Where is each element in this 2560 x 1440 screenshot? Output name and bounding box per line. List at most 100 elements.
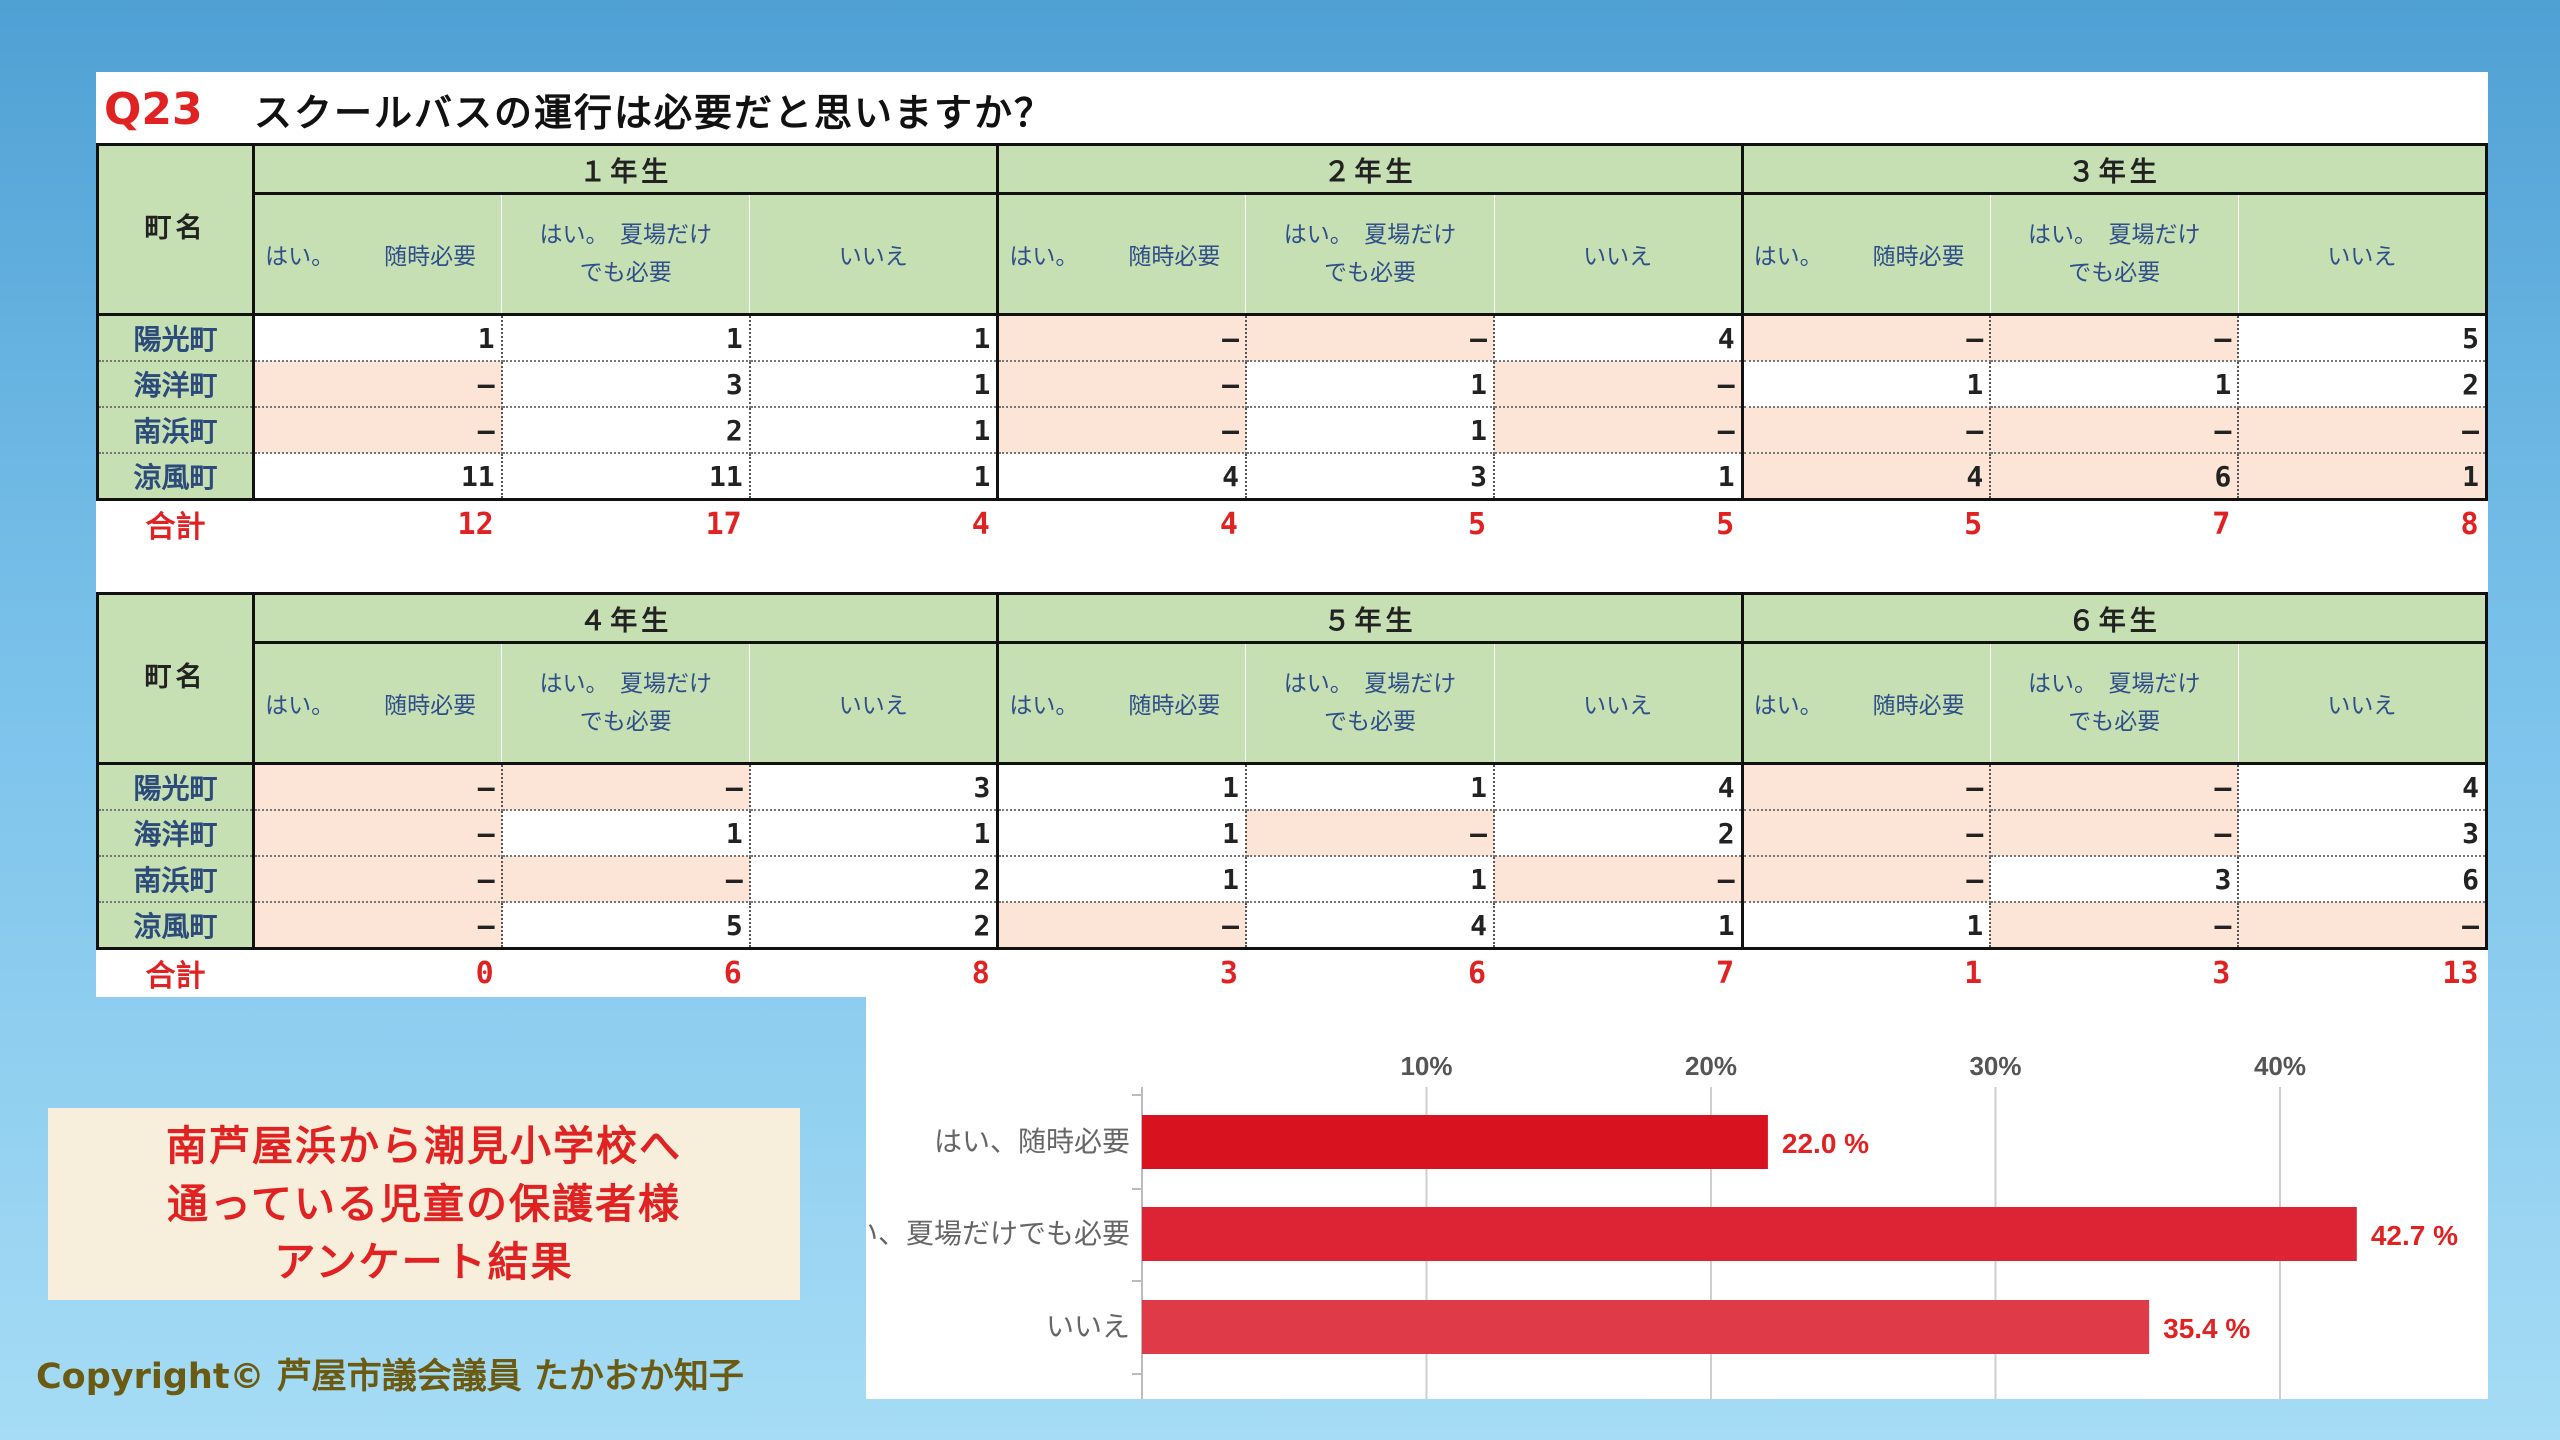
- count-cell: 1: [253, 314, 503, 362]
- total-value: 6: [1467, 955, 1487, 991]
- option-label: 随時必要: [1872, 693, 1965, 719]
- count-cell: 1: [1245, 763, 1496, 811]
- option-header-yes-anytime: はい。 随時必要: [252, 642, 503, 765]
- grade-header: ４年生: [252, 592, 1000, 644]
- total-value: 6: [723, 955, 742, 991]
- total-value: 0: [475, 955, 494, 991]
- option-label: はい。: [1753, 244, 1823, 270]
- count-cell: 11: [501, 453, 751, 501]
- count-cell: 3: [749, 763, 1000, 811]
- table-row: 涼風町 11 11 1 4 3 1 4 6 1: [95, 453, 2489, 501]
- count-cell: 1: [1742, 902, 1992, 950]
- table-row: 涼風町 —5 2—4 1 1— —: [95, 902, 2489, 950]
- option-label: はい。: [1009, 244, 1079, 270]
- option-label: でも必要: [579, 260, 672, 286]
- option-header-yes-summer: はい。 夏場だけ でも必要: [501, 193, 751, 316]
- count-cell: —: [501, 856, 751, 903]
- count-cell: 2: [2238, 361, 2489, 408]
- option-label: 随時必要: [1128, 244, 1221, 270]
- count-cell: 1: [1245, 407, 1496, 454]
- count-cell: —: [1245, 314, 1496, 362]
- total-value: 3: [1219, 955, 1238, 991]
- count-cell: 1: [2238, 453, 2489, 501]
- town-name: 南浜町: [95, 856, 256, 903]
- town-name: 陽光町: [95, 314, 256, 362]
- count-cell: 1: [997, 810, 1247, 857]
- count-cell: 4: [997, 453, 1247, 501]
- table-row: 南浜町 — —2 1 1— —3 6: [95, 856, 2489, 903]
- count-cell: 3: [501, 361, 751, 408]
- table-row: 陽光町 — —3 1 1 4— —4: [95, 763, 2489, 811]
- count-cell: —: [253, 902, 503, 950]
- question-text: スクールバスの運行は必要だと思いますか？: [254, 90, 1055, 135]
- total-value: 7: [2212, 506, 2231, 542]
- option-header-yes-anytime: はい。 随時必要: [996, 193, 1247, 316]
- caption-line: アンケート結果: [274, 1238, 574, 1286]
- total-value: 17: [705, 506, 742, 542]
- option-header-yes-anytime: はい。 随時必要: [1740, 642, 1991, 765]
- count-cell: 5: [501, 902, 751, 950]
- count-cell: 2: [501, 407, 751, 454]
- value-label: 42.7 %: [2371, 1220, 2458, 1251]
- town-column-header: 町名: [95, 592, 256, 765]
- option-label: でも必要: [2068, 260, 2161, 286]
- option-label: はい。 夏場だけ: [2028, 671, 2201, 697]
- option-label: 随時必要: [1128, 693, 1221, 719]
- grade-header: １年生: [252, 143, 1000, 195]
- count-cell: 1: [501, 314, 751, 362]
- caption-line: 南芦屋浜から潮見小学校へ: [166, 1122, 682, 1170]
- count-cell: —: [1494, 856, 1744, 903]
- option-header-no: いいえ: [749, 642, 1000, 765]
- option-header-yes-summer: はい。 夏場だけ でも必要: [1245, 193, 1495, 316]
- count-cell: —: [253, 361, 503, 408]
- grade-header: ５年生: [996, 592, 1744, 644]
- count-cell: 4: [1494, 763, 1744, 811]
- survey-table-2: 町名 ４年生 ５年生 ６年生 はい。 随時必要 はい。 夏場だけ でも必要 いいえ はい。 随時必要…: [95, 592, 2489, 996]
- total-value: 5: [1467, 506, 1487, 542]
- town-name: 海洋町: [95, 361, 256, 408]
- count-cell: 1: [1245, 361, 1496, 408]
- count-cell: 4: [1494, 314, 1744, 362]
- count-cell: 1: [749, 361, 1000, 408]
- option-header-yes-summer: はい。 夏場だけ でも必要: [501, 642, 751, 765]
- count-cell: 1: [1742, 361, 1992, 408]
- option-header-yes-summer: はい。 夏場だけ でも必要: [1989, 642, 2239, 765]
- option-label: はい。 夏場だけ: [539, 671, 712, 697]
- option-label: 随時必要: [384, 693, 477, 719]
- count-cell: 1: [997, 856, 1247, 903]
- count-cell: 1: [501, 810, 751, 857]
- count-cell: 1: [749, 810, 1000, 857]
- count-cell: —: [997, 902, 1247, 950]
- count-cell: 1: [1494, 902, 1744, 950]
- count-cell: —: [253, 763, 503, 811]
- town-name: 南浜町: [95, 407, 256, 454]
- count-cell: 1: [997, 763, 1247, 811]
- total-label: 合計: [145, 959, 206, 994]
- town-name: 涼風町: [95, 902, 256, 950]
- count-cell: —: [1742, 856, 1992, 903]
- option-label: はい。 夏場だけ: [539, 222, 712, 248]
- table-row: 海洋町 —1 1 1—2— —3: [95, 810, 2489, 857]
- count-cell: —: [1494, 361, 1744, 408]
- count-cell: —: [1990, 810, 2240, 857]
- option-label: でも必要: [2068, 709, 2161, 735]
- option-header-no: いいえ: [2237, 642, 2489, 765]
- option-label: はい。 夏場だけ: [2028, 222, 2201, 248]
- total-value: 4: [1219, 506, 1238, 542]
- count-cell: —: [1742, 763, 1992, 811]
- value-label: 35.4 %: [2163, 1313, 2250, 1344]
- count-cell: —: [1742, 810, 1992, 857]
- total-value: 8: [2460, 506, 2479, 542]
- category-label: はい、夏場だけでも必要: [866, 1217, 1130, 1250]
- copyright-text: Copyright© 芦屋市議会議員 たかおか知子: [36, 1357, 744, 1397]
- count-cell: 3: [1990, 856, 2240, 903]
- option-header-yes-summer: はい。 夏場だけ でも必要: [1245, 642, 1495, 765]
- count-cell: —: [1245, 810, 1496, 857]
- table-row: 南浜町 —2 1—1— — — —: [95, 407, 2489, 454]
- count-cell: —: [2238, 902, 2489, 950]
- option-label: 随時必要: [384, 244, 477, 270]
- survey-table-1: 町名 １年生 ２年生 ３年生 はい。 随時必要 はい。 夏場だけ でも必要 いいえ はい。 随時必要…: [95, 143, 2489, 547]
- x-tick-label: 10%: [1400, 1051, 1452, 1081]
- count-cell: 4: [1245, 902, 1496, 950]
- option-header-yes-anytime: はい。 随時必要: [252, 193, 503, 316]
